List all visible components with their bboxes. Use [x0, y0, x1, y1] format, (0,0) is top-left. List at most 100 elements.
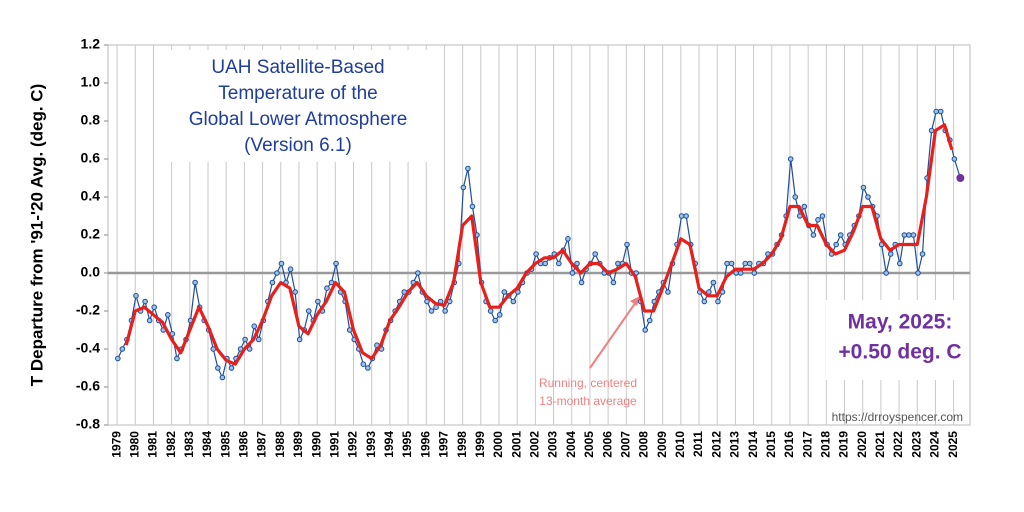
- x-tick-label: 1990: [309, 431, 323, 458]
- data-point: [460, 184, 467, 191]
- data-point: [365, 365, 371, 371]
- y-tick-label: 0.8: [81, 112, 101, 128]
- y-tick-label: -0.2: [76, 302, 100, 318]
- data-point: [215, 365, 221, 371]
- data-point: [515, 289, 521, 295]
- data-point: [837, 232, 844, 238]
- data-point: [746, 260, 753, 267]
- data-point: [724, 260, 730, 267]
- x-tick-label: 2015: [764, 431, 778, 458]
- data-point: [951, 156, 958, 162]
- source: https://drroyspencer.com: [832, 410, 963, 424]
- average-annotation: Running, centered: [539, 376, 637, 390]
- data-point: [665, 289, 671, 295]
- x-tick-label: 2023: [909, 431, 923, 458]
- x-tick-label: 2013: [728, 431, 742, 458]
- data-point: [887, 251, 894, 257]
- data-point: [487, 308, 494, 314]
- latest-annotation: +0.50 deg. C: [838, 341, 961, 364]
- x-tick-label: 1994: [382, 431, 396, 458]
- data-point: [933, 108, 939, 115]
- data-point: [115, 355, 121, 362]
- data-point: [810, 232, 817, 238]
- data-point: [510, 298, 517, 305]
- x-tick-label: 2007: [618, 431, 632, 458]
- data-point: [819, 213, 826, 219]
- data-point: [833, 241, 839, 248]
- x-tick-label: 2018: [819, 431, 833, 458]
- x-tick-label: 2019: [837, 431, 851, 458]
- x-tick-label: 2021: [873, 431, 887, 458]
- x-tick-label: 1998: [455, 431, 469, 458]
- data-point: [715, 298, 721, 305]
- data-point: [278, 260, 285, 267]
- y-tick-label: 0.0: [81, 264, 101, 280]
- x-tick-label: 2009: [655, 431, 669, 458]
- data-point: [315, 298, 321, 305]
- x-tick-label: 1989: [291, 431, 305, 458]
- y-tick-label: 1.0: [81, 74, 101, 90]
- data-point: [346, 327, 353, 333]
- data-point: [710, 279, 717, 286]
- data-point: [574, 260, 580, 267]
- x-tick-label: 2008: [637, 431, 651, 458]
- x-tick-label: 1985: [218, 431, 232, 458]
- data-point: [255, 336, 262, 343]
- x-tick-label: 1988: [273, 431, 287, 458]
- x-tick-label: 1987: [255, 431, 269, 458]
- data-point: [860, 184, 867, 191]
- data-point: [287, 266, 294, 273]
- data-point: [151, 304, 157, 311]
- data-point: [469, 203, 476, 210]
- data-point: [906, 232, 912, 238]
- data-point: [119, 346, 126, 352]
- data-point: [915, 270, 921, 276]
- data-point: [269, 279, 276, 286]
- data-point: [683, 213, 689, 219]
- x-tick-label: 2000: [491, 431, 505, 458]
- x-tick-label: 2005: [582, 431, 596, 458]
- data-point: [642, 327, 649, 333]
- data-point: [956, 174, 965, 182]
- data-point: [274, 270, 280, 276]
- title-line: Temperature of the: [218, 83, 377, 104]
- data-point: [492, 317, 498, 324]
- data-point: [787, 156, 794, 162]
- data-point: [415, 270, 421, 276]
- data-point: [465, 165, 471, 172]
- data-point: [428, 308, 435, 314]
- data-point: [165, 312, 171, 318]
- data-point: [901, 232, 908, 238]
- x-tick-label: 1986: [237, 431, 251, 458]
- data-point: [360, 361, 367, 368]
- data-point: [433, 304, 439, 311]
- data-point: [646, 317, 653, 324]
- data-point: [246, 346, 253, 352]
- data-point: [592, 251, 598, 257]
- x-tick-label: 2020: [855, 431, 869, 458]
- data-point: [146, 317, 153, 324]
- data-point: [801, 203, 808, 210]
- title-line: (Version 6.1): [244, 135, 352, 156]
- x-tick-label: 2014: [746, 431, 760, 458]
- y-tick-label: -0.8: [76, 416, 100, 432]
- x-tick-label: 2024: [928, 431, 942, 458]
- data-point: [737, 270, 744, 276]
- data-point: [292, 289, 298, 295]
- y-tick-label: 0.2: [81, 226, 101, 242]
- average-line: [124, 123, 954, 366]
- x-tick-label: 2012: [709, 431, 723, 458]
- x-tick-label: 1984: [200, 431, 214, 458]
- x-tick-label: 2002: [528, 431, 542, 458]
- x-tick-label: 2011: [691, 431, 705, 457]
- data-point: [792, 194, 799, 200]
- data-point: [192, 279, 198, 286]
- data-point: [751, 270, 758, 276]
- x-tick-label: 2004: [564, 431, 578, 458]
- data-point: [897, 260, 903, 267]
- arrow: [589, 301, 637, 369]
- x-tick-label: 1995: [400, 431, 414, 458]
- x-tick-label: 2001: [509, 431, 523, 458]
- data-point: [624, 241, 630, 248]
